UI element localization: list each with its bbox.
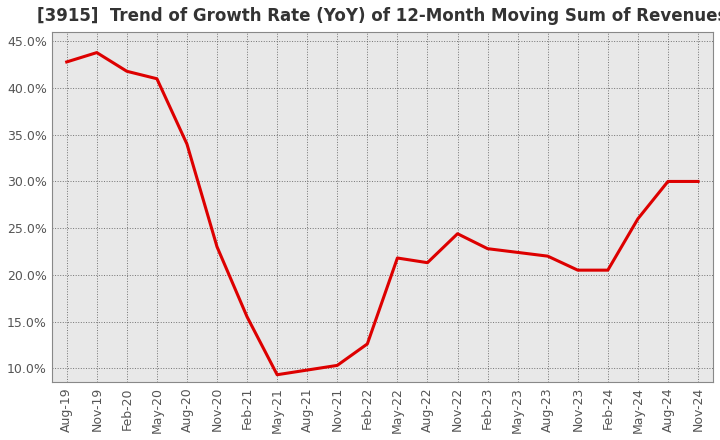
Title: [3915]  Trend of Growth Rate (YoY) of 12-Month Moving Sum of Revenues: [3915] Trend of Growth Rate (YoY) of 12-…: [37, 7, 720, 25]
